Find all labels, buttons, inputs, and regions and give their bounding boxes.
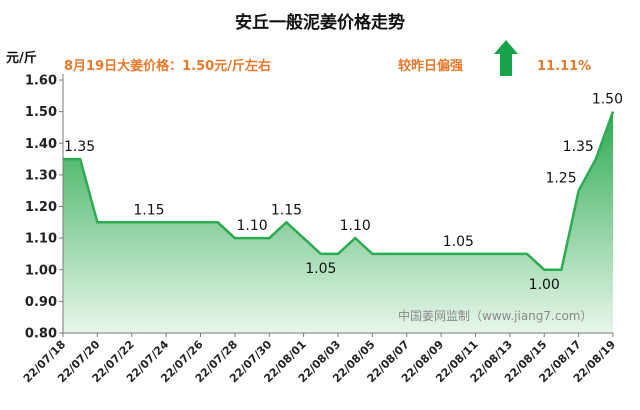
data-label: 1.10: [340, 218, 371, 234]
data-label: 1.25: [545, 171, 576, 187]
y-tick-label: 1.40: [25, 137, 57, 152]
data-label: 1.05: [443, 234, 474, 250]
y-axis-unit: 元/斤: [6, 50, 37, 66]
y-tick-label: 1.20: [25, 200, 57, 215]
data-label: 1.05: [305, 261, 336, 277]
y-axis-ticks: 0.80 0.90 1.00 1.10 1.20 1.30 1.40 1.50 1.60: [25, 74, 63, 342]
price-note: 8月19日大姜价格：1.50元/斤左右: [64, 58, 271, 74]
y-tick-label: 0.80: [25, 327, 57, 342]
y-tick-label: 1.50: [25, 105, 57, 120]
y-tick-label: 1.30: [25, 168, 57, 183]
up-arrow-icon: [494, 40, 518, 76]
data-label: 1.15: [133, 202, 164, 218]
data-label: 1.00: [529, 277, 560, 293]
y-tick-label: 1.00: [25, 263, 57, 278]
data-label: 1.35: [64, 139, 95, 155]
compare-label: 较昨日偏强: [398, 58, 463, 74]
plot-area: [63, 111, 615, 333]
data-label: 1.50: [592, 92, 623, 108]
y-tick-label: 1.10: [25, 232, 57, 247]
data-label: 1.35: [563, 139, 594, 155]
area-fill: [63, 111, 613, 333]
chart-title: 安丘一般泥姜价格走势: [235, 12, 405, 33]
y-tick-label: 0.90: [25, 295, 57, 310]
data-label: 1.15: [271, 202, 302, 218]
data-labels: 1.351.151.101.151.051.101.051.001.251.35…: [64, 92, 623, 293]
x-axis-ticks: 22/07/1822/07/2022/07/2222/07/2422/07/26…: [21, 333, 618, 385]
y-tick-label: 1.60: [25, 74, 57, 89]
series-line: [63, 111, 615, 272]
data-label: 1.10: [236, 218, 267, 234]
watermark: 中国姜网监制（www.jiang7.com）: [398, 308, 592, 323]
change-percent: 11.11%: [537, 59, 591, 74]
